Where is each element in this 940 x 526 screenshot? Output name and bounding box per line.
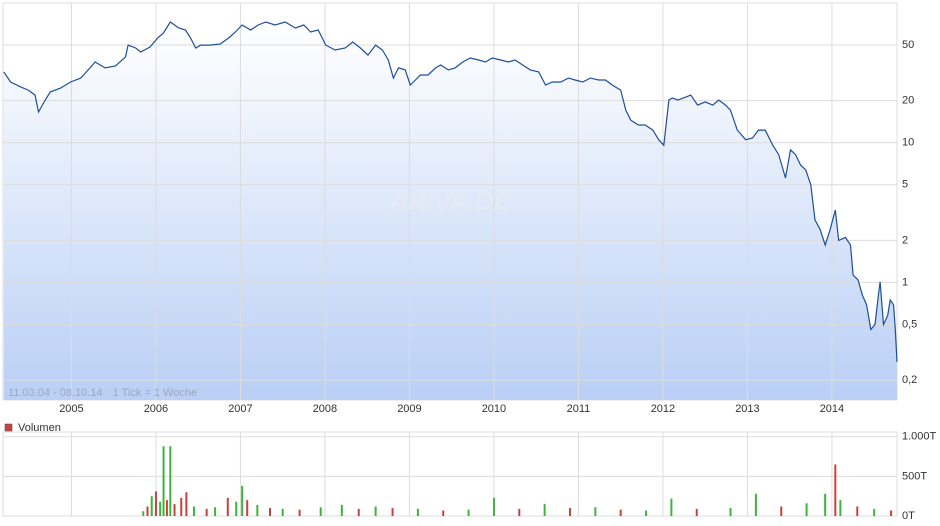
y-tick-label: 500T [902, 470, 927, 482]
volume-bar [873, 508, 876, 516]
y-tick-label: 10 [902, 137, 914, 149]
x-tick-label: 2013 [735, 403, 759, 415]
volume-bar [374, 506, 377, 516]
volume-bar [159, 501, 162, 516]
volume-bar [594, 507, 597, 516]
volume-bar [619, 509, 622, 516]
volume-bar [780, 506, 783, 516]
volume-bar [281, 508, 284, 516]
y-tick-label: 1.000T [902, 431, 937, 443]
x-tick-label: 2008 [313, 403, 337, 415]
y-tick-label: 0T [902, 510, 915, 522]
y-tick-label: 20 [902, 95, 914, 107]
legend-swatch [4, 423, 13, 432]
volume-bar [754, 493, 757, 516]
y-tick-label: 2 [902, 234, 908, 246]
volume-bar [695, 508, 698, 516]
volume-bar [169, 446, 172, 516]
volume-bar [518, 508, 521, 516]
range-note: 1 Tick = 1 Woche [113, 387, 197, 399]
volume-bar [340, 504, 343, 516]
volume-bar [357, 508, 360, 516]
volume-bar [192, 506, 195, 516]
volume-bar [492, 497, 495, 516]
volume-bar [146, 506, 149, 516]
volume-bar [645, 510, 648, 516]
volume-bar [824, 493, 827, 516]
volume-bar [180, 497, 183, 516]
y-tick-label: 50 [902, 39, 914, 51]
x-tick-label: 2011 [567, 403, 591, 415]
volume-bar [467, 509, 470, 516]
x-tick-label: 2009 [397, 403, 421, 415]
volume-bar [568, 508, 571, 516]
volume-bar [729, 508, 732, 516]
volume-bar [416, 508, 419, 516]
volume-bar [543, 504, 546, 516]
volume-bar [319, 507, 322, 516]
volume-bar [165, 500, 168, 516]
x-tick-label: 2010 [482, 403, 506, 415]
price-area [3, 22, 898, 400]
x-tick-label: 2007 [228, 403, 252, 415]
volume-bar [834, 464, 837, 516]
volume-bar [205, 508, 208, 516]
volume-bar [856, 506, 859, 516]
volume-bar [269, 508, 272, 516]
volume-bar [391, 508, 394, 516]
volume-bar [142, 511, 145, 516]
volume-bar [241, 485, 244, 516]
volume-bar [214, 507, 217, 516]
volume-bar [173, 504, 176, 516]
volume-bar [235, 501, 238, 516]
volume-bar [890, 510, 893, 516]
x-tick-label: 2012 [651, 403, 675, 415]
price-line [3, 21, 898, 362]
volume-bar [256, 504, 259, 516]
volume-bar [298, 509, 301, 516]
range-note: 11.03.04 - 08.10.14 [8, 387, 103, 399]
volume-bar [154, 491, 157, 516]
watermark: ARIVA.DE [388, 186, 512, 216]
y-tick-label: 0,2 [902, 374, 917, 386]
x-tick-label: 2005 [59, 403, 83, 415]
volume-bar [162, 446, 165, 516]
x-tick-label: 2014 [820, 403, 844, 415]
x-tick-label: 2006 [144, 403, 168, 415]
volume-bar [839, 500, 842, 516]
volume-bar [805, 503, 808, 516]
y-tick-label: 0,5 [902, 318, 917, 330]
volume-bar [226, 497, 229, 516]
volume-bar [670, 498, 673, 516]
legend-label: Volumen [18, 422, 61, 434]
y-tick-label: 5 [902, 179, 908, 191]
volume-bar [150, 496, 153, 516]
volume-bar [185, 492, 188, 516]
volume-bar [442, 510, 445, 516]
y-tick-label: 1 [902, 276, 908, 288]
volume-bar [246, 500, 249, 516]
